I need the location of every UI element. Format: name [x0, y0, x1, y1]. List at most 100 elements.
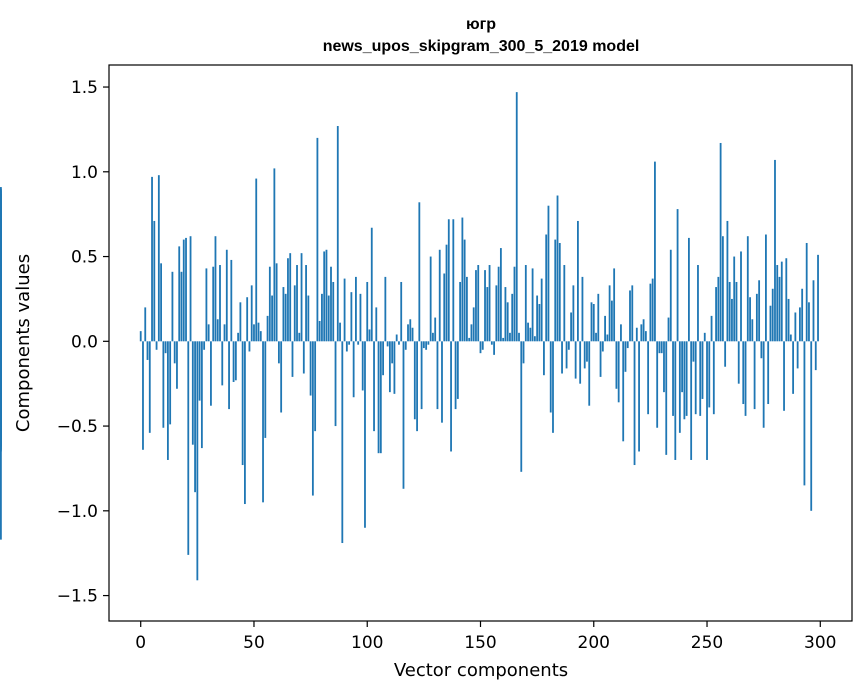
bar-122 [416, 341, 418, 432]
bar-274 [760, 341, 763, 359]
bar-260 [728, 281, 731, 342]
bar-72 [302, 341, 305, 374]
bar-87 [336, 126, 339, 342]
bar-267 [744, 341, 747, 416]
bar-147 [472, 307, 475, 342]
bar-113 [395, 334, 398, 342]
bar-187 [563, 265, 566, 342]
bar-95 [355, 276, 357, 342]
bar-29 [205, 268, 208, 342]
bar-104 [375, 307, 378, 342]
bar-130 [434, 317, 437, 342]
y-tick-label: 0.5 [71, 248, 98, 268]
bar-214 [624, 341, 627, 372]
bar-178 [543, 341, 545, 376]
bar-73 [305, 265, 307, 342]
bar-169 [522, 341, 525, 364]
bar-291 [798, 307, 801, 342]
bar-21 [187, 341, 190, 555]
bar-156 [493, 341, 495, 355]
bar-31 [210, 341, 212, 406]
bar-168 [520, 341, 523, 472]
y-tick-label: 1.5 [71, 78, 98, 98]
bar-110 [388, 341, 391, 393]
bar-88 [339, 322, 341, 342]
bar-58 [271, 295, 273, 342]
bar-287 [789, 334, 792, 342]
bar-240 [683, 341, 686, 420]
bar-256 [719, 142, 722, 342]
bar-49 [250, 285, 253, 342]
bar-154 [488, 265, 491, 342]
bar-219 [635, 327, 638, 342]
bar-153 [486, 287, 489, 342]
bar-299 [817, 254, 819, 342]
bar-229 [658, 341, 661, 354]
bar-112 [393, 341, 396, 394]
x-axis-ticks: 0 50 100 150 200 250 300 [135, 621, 837, 653]
bar-129 [432, 332, 434, 342]
bar-107 [382, 341, 384, 376]
bar-33 [214, 236, 217, 342]
bar-194 [579, 341, 582, 384]
bar-125 [422, 341, 425, 349]
bar-192 [574, 341, 577, 379]
bar-115 [400, 281, 403, 342]
bar-159 [499, 248, 502, 342]
bar-158 [497, 266, 500, 342]
bar-232 [665, 341, 668, 455]
bar-238 [678, 341, 681, 433]
bar-undefined [0, 341, 2, 394]
bar-19 [182, 239, 185, 342]
bar-227 [654, 161, 656, 342]
bar-293 [803, 341, 806, 486]
bar-42 [234, 341, 237, 381]
bar-171 [527, 322, 529, 342]
bar-108 [384, 276, 387, 342]
bar-53 [259, 331, 262, 342]
bar-105 [377, 341, 380, 454]
bar-119 [409, 319, 412, 342]
bar-199 [590, 302, 593, 342]
bar-207 [608, 285, 611, 342]
bar-241 [685, 341, 688, 416]
bar-221 [640, 324, 643, 342]
bar-82 [325, 249, 328, 342]
bar-66 [289, 253, 292, 342]
bar-37 [223, 324, 226, 342]
bar-3 [146, 341, 149, 360]
bar-2 [144, 307, 147, 342]
bar-26 [198, 341, 201, 401]
bar-297 [812, 280, 815, 342]
bar-191 [572, 285, 575, 342]
bar-157 [495, 285, 498, 342]
bar-198 [588, 341, 591, 406]
bar-262 [733, 256, 736, 342]
bar-59 [273, 168, 276, 342]
bar-268 [746, 236, 749, 342]
bar-175 [536, 295, 539, 342]
y-tick-label: 0.0 [71, 332, 98, 352]
bar-131 [436, 341, 439, 410]
bar-56 [266, 315, 269, 342]
bar-248 [701, 341, 704, 399]
y-tick-label: −0.5 [57, 417, 98, 437]
bar-5 [151, 176, 153, 342]
bar-290 [796, 341, 799, 369]
bar-195 [581, 276, 584, 342]
bar-91 [345, 341, 348, 352]
plot-frame [108, 64, 853, 622]
bar-14 [171, 271, 174, 342]
bar-52 [257, 322, 260, 342]
bar-150 [479, 341, 482, 354]
bar-134 [443, 273, 446, 342]
bar-38 [225, 249, 228, 342]
bar-148 [475, 270, 477, 342]
bar-71 [300, 253, 303, 342]
bar-103 [373, 341, 375, 432]
bar-172 [529, 327, 532, 342]
bar-101 [368, 329, 371, 342]
bar-86 [334, 341, 337, 427]
bar-234 [669, 249, 672, 342]
